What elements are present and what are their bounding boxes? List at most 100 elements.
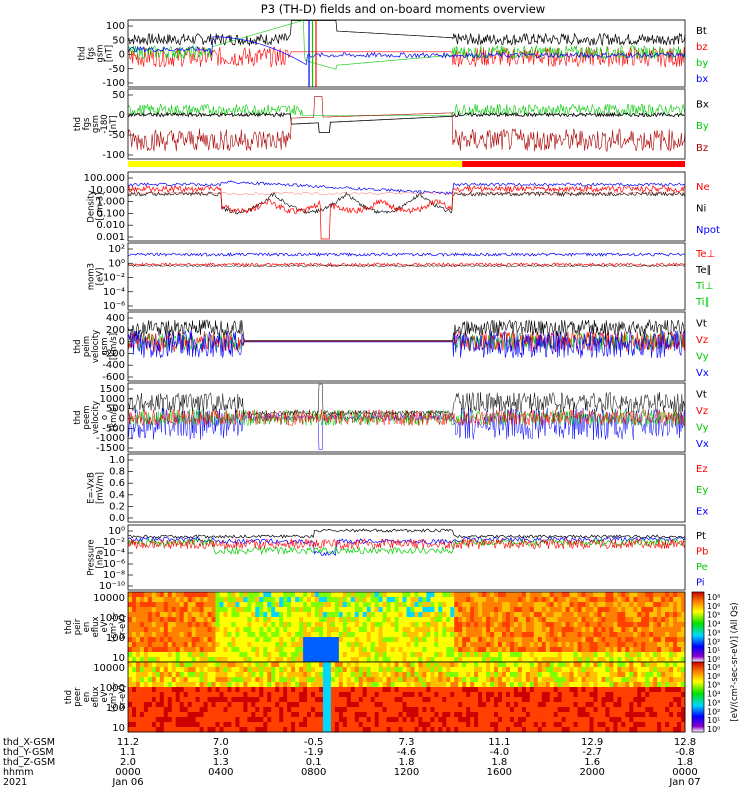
spectrogram-cell [418,652,423,658]
spectrogram-cell [394,652,399,658]
spectrogram-cell [545,622,551,628]
spectrogram-cell [303,642,308,648]
spectrogram-cell [537,612,543,618]
spectrogram-cell [163,642,169,648]
spectrogram-cell [470,707,475,713]
spectrogram-cell [143,672,149,678]
spectrogram-cell [382,667,387,673]
spectrogram-cell [597,602,602,608]
spectrogram-cell [259,682,264,688]
spectrogram-cell [633,612,638,618]
spectrogram-cell [390,592,395,598]
spectrogram-cell [223,672,228,678]
spectrogram-cell [255,722,260,728]
spectrogram-cell [147,627,153,633]
spectrogram-cell [645,622,650,628]
spectrogram-cell [207,632,212,638]
spectrogram-cell [307,702,312,708]
spectrogram-cell [275,627,280,633]
spectrogram-cell [299,727,304,733]
series-vx [127,330,686,359]
spectrogram-cell [454,617,459,623]
spectrogram-cell [259,642,264,648]
spectrogram-cell [673,627,678,633]
spectrogram-cell [422,707,427,713]
spectrogram-cell [334,682,340,688]
spectrogram-cell [470,592,475,598]
spectrogram-cell [255,632,260,638]
ylabel-line: [nT] [105,45,115,62]
spectrogram-cell [537,622,543,628]
spectrogram-cell [235,657,240,663]
spectrogram-cell [561,702,567,708]
spectrogram-cell [509,702,515,708]
spectrogram-cell [426,667,431,673]
spectrogram-cell [362,727,368,733]
spectrogram-cell [406,712,411,718]
ylabel-line: fgs [87,47,97,60]
spectrogram-cell [517,692,523,698]
spectrogram-cell [549,657,555,663]
spectrogram-cell [366,597,372,603]
spectrogram-cell [557,597,563,603]
spectrogram-cell [625,702,630,708]
spectrogram-cell [410,617,415,623]
spectrogram-cell [159,662,165,668]
spectrogram-cell [350,652,356,658]
spectrogram-cell [482,602,487,608]
spectrogram-cell [159,667,165,673]
spectrogram-cell [319,632,324,638]
spectrogram-cell [434,717,439,723]
spectrogram-cell [171,697,177,703]
spectrogram-cell [450,692,455,698]
spectrogram-cell [665,672,670,678]
spectrogram-cell [525,677,531,683]
spectrogram-cell [681,652,686,658]
spectrogram-cell [263,697,268,703]
spectrogram-cell [653,602,658,608]
spectrogram-cell [362,622,368,628]
spectrogram-cell [478,692,483,698]
spectrogram-cell [454,607,459,613]
spectrogram-cell [613,627,618,633]
spectrogram-cell [418,617,423,623]
spectrogram-cell [609,697,614,703]
spectrogram-cell [382,682,387,688]
spectrogram-cell [498,697,503,703]
spectrogram-cell [382,717,387,723]
spectrogram-cell [673,647,678,653]
spectrogram-cell [128,652,133,658]
spectrogram-cell [247,712,252,718]
spectrogram-cell [263,617,268,623]
spectrogram-cell [143,622,149,628]
spectrogram-cell [494,692,499,698]
spectrogram-cell [410,667,415,673]
spectrogram-cell [521,702,527,708]
spectrogram-cell [136,712,141,718]
spectrogram-cell [462,627,467,633]
spectrogram-cell [553,592,559,598]
spectrogram-cell [251,667,256,673]
spectrogram-cell [223,642,228,648]
spectrogram-cell [633,592,638,598]
spectrogram-cell [183,717,189,723]
spectrogram-cell [585,712,590,718]
panel-frame [127,661,686,733]
ytick-label: 10⁻⁴ [103,548,125,559]
spectrogram-cell [136,607,141,613]
spectrogram-cell [247,692,252,698]
spectrogram-cell [155,597,161,603]
spectrogram-cell [267,602,272,608]
spectrogram-cell [665,707,670,713]
spectrogram-cell [406,642,411,648]
spectrogram-cell [573,667,578,673]
spectrogram-cell [633,727,638,733]
spectrogram-cell [338,647,344,653]
spectrogram-cell [506,607,511,613]
spectrogram-cell [398,682,403,688]
spectrogram-cell [187,597,193,603]
spectrogram-cell [509,592,515,598]
spectrogram-cell [223,647,228,653]
spectrogram-cell [486,717,491,723]
spectrogram-cell [430,622,435,628]
